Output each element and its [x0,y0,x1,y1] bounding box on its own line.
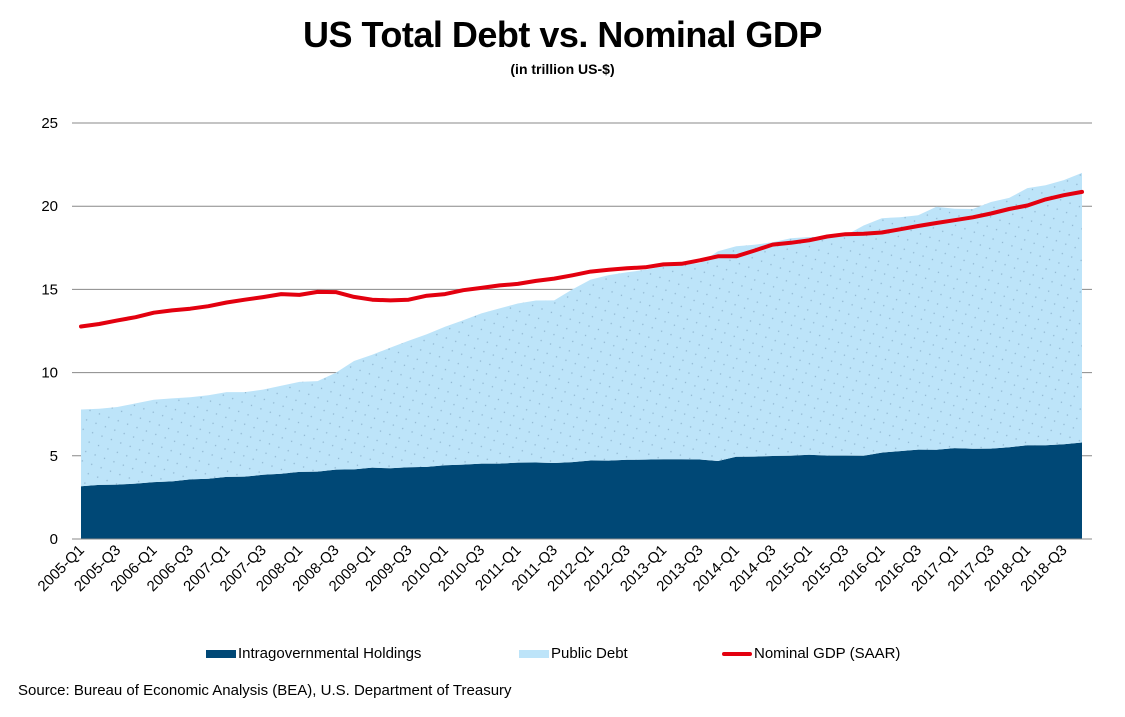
source-note: Source: Bureau of Economic Analysis (BEA… [18,682,512,699]
legend-item-intragovernmental: Intragovernmental Holdings [206,645,421,662]
legend-item-public-debt: Public Debt [519,645,628,662]
y-tick-label: 5 [50,448,58,465]
legend-swatch-nominal-gdp [722,651,752,656]
y-tick-label: 15 [41,281,58,298]
area-intragovernmental-holdings [81,442,1082,539]
area-layers [81,172,1082,539]
y-tick-label: 25 [41,115,58,132]
line-nominal-gdp [79,189,1084,329]
legend-swatch-intragovernmental [206,649,236,658]
legend: Intragovernmental Holdings Public Debt N… [0,645,1125,665]
y-tick-label: 10 [41,365,58,382]
y-tick-label: 0 [50,531,58,548]
legend-swatch-public-debt [519,649,549,658]
x-axis-ticks: 2005-Q12005-Q32006-Q12006-Q32007-Q12007-… [35,542,1071,595]
area-public-debt [81,172,1082,487]
y-tick-label: 20 [41,198,58,215]
legend-label: Public Debt [551,645,628,662]
chart-title: US Total Debt vs. Nominal GDP [303,14,822,55]
chart-subtitle: (in trillion US-$) [510,61,615,77]
legend-label: Intragovernmental Holdings [238,645,422,662]
line-layers [79,189,1084,329]
legend-label: Nominal GDP (SAAR) [754,645,901,662]
legend-item-nominal-gdp: Nominal GDP (SAAR) [722,645,900,662]
y-axis-ticks: 0 5 10 15 20 25 [41,115,58,548]
